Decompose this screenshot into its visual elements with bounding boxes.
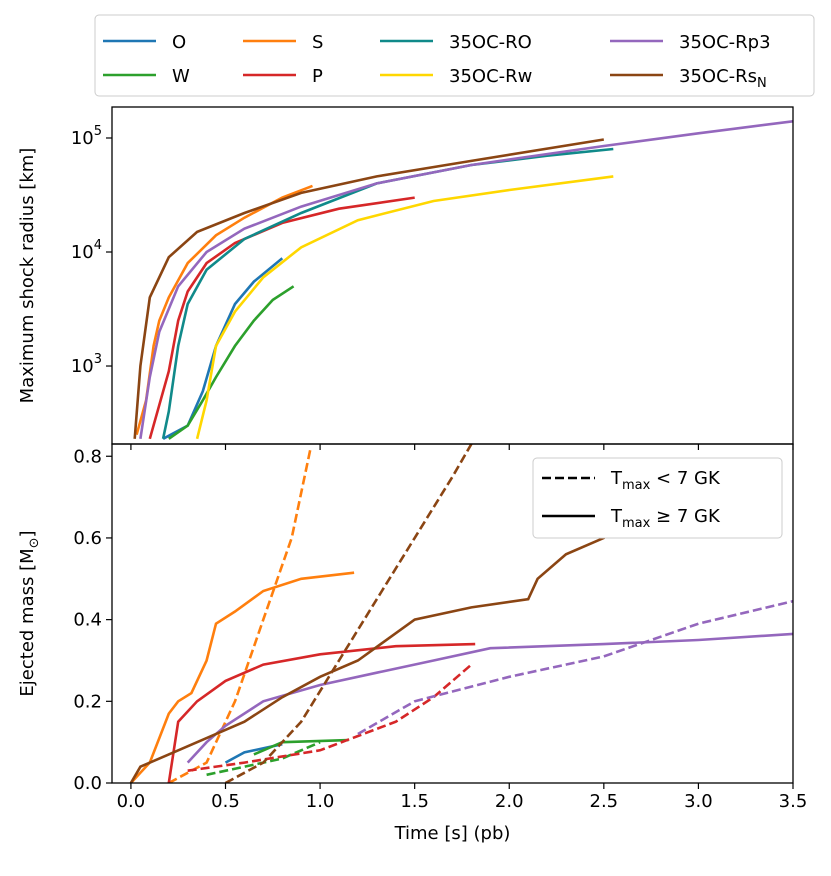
y-tick-label: 0.0: [73, 773, 102, 794]
legend-label: 35OC-RO: [449, 32, 532, 53]
tick-base: 0.6: [73, 528, 102, 549]
series-line: [162, 257, 284, 440]
legend-label: 35OC-Rw: [449, 66, 532, 87]
y-tick-label: 105: [71, 124, 102, 149]
y-axis-label: Ejected mass [M⊙]: [17, 530, 42, 696]
legend-tail: < 7 GK: [650, 468, 721, 489]
y-tick-label: 0.6: [73, 528, 102, 549]
series-line: [129, 508, 615, 783]
series-line: [139, 120, 793, 439]
y-tick-label: 0.2: [73, 691, 102, 712]
tick-exp: 4: [94, 238, 102, 253]
series-line: [167, 642, 476, 783]
series-line: [195, 175, 614, 440]
tick-base: 10: [71, 128, 94, 149]
legend-label: P: [312, 66, 323, 87]
legend-label: W: [172, 66, 190, 87]
legend-text: 35OC-Rp3: [679, 32, 771, 53]
top-plot: [133, 120, 793, 440]
series-line: [357, 599, 793, 736]
axes-frame: [111, 443, 794, 784]
series-line: [161, 147, 614, 440]
series-line: [129, 571, 355, 783]
x-tick-label: 2.5: [590, 791, 619, 812]
legend-label: O: [172, 32, 186, 53]
series-line: [133, 138, 605, 439]
tick-base: 10: [71, 242, 94, 263]
legend-text: 35OC-Rw: [449, 66, 532, 87]
x-tick-label: 0.0: [117, 791, 146, 812]
label-text: Ejected mass [M: [17, 548, 38, 696]
axes-frame: [111, 106, 794, 445]
legend-label: S: [312, 32, 323, 53]
legend-text: W: [172, 66, 190, 87]
x-tick-label: 1.0: [306, 791, 335, 812]
x-tick-label: 0.5: [211, 791, 240, 812]
tick-exp: 3: [94, 352, 102, 367]
x-tick-label: 2.0: [495, 791, 524, 812]
y-tick-label: 103: [71, 352, 102, 377]
series-line: [168, 285, 295, 440]
legend-sub: max: [622, 478, 651, 493]
legend-sub: max: [622, 516, 651, 531]
legend-text: 35OC-Rs: [679, 66, 757, 87]
legend-text: 35OC-RO: [449, 32, 532, 53]
x-tick-label: 3.0: [684, 791, 713, 812]
legend-label: 35OC-Rp3: [679, 32, 771, 53]
tick-base: 0.4: [73, 610, 102, 631]
series-line: [187, 663, 473, 772]
legend-text: P: [312, 66, 323, 87]
y-axis-label: Maximum shock radius [km]: [17, 148, 38, 404]
legend-text: O: [172, 32, 186, 53]
x-tick-label: 1.5: [400, 791, 429, 812]
label-sub: ⊙: [27, 537, 42, 548]
legend-text: S: [312, 32, 323, 53]
y-tick-label: 0.8: [73, 446, 102, 467]
y-tick-label: 0.4: [73, 610, 102, 631]
label-tail: ]: [17, 530, 38, 537]
x-axis-label: Time [s] (pb): [394, 823, 511, 844]
series-line: [253, 738, 349, 756]
series-line: [224, 444, 473, 783]
series-line: [148, 196, 415, 440]
legend-box: [532, 457, 783, 539]
legend-sub: N: [757, 76, 767, 91]
legend-label: Tmax < 7 GK: [610, 468, 721, 493]
tick-base: 0.2: [73, 691, 102, 712]
tick-exp: 5: [94, 124, 102, 139]
tick-base: 0.8: [73, 446, 102, 467]
bottom-plot: [129, 444, 793, 783]
tick-base: 0.0: [73, 773, 102, 794]
y-tick-label: 104: [71, 238, 102, 263]
legend-text: T: [610, 468, 623, 489]
legend-text: T: [610, 506, 623, 527]
legend-tail: ≥ 7 GK: [650, 506, 721, 527]
x-tick-label: 3.5: [779, 791, 808, 812]
tick-base: 10: [71, 356, 94, 377]
legend-label: Tmax ≥ 7 GK: [610, 506, 721, 531]
legend-label: 35OC-RsN: [679, 66, 767, 91]
